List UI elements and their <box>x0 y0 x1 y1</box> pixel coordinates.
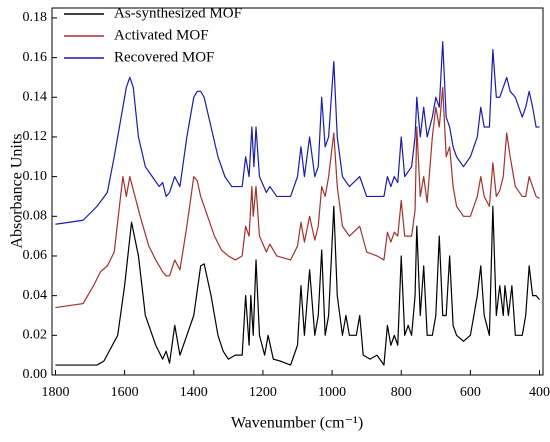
y-tick-label: 0.12 <box>23 129 48 144</box>
x-tick-label: 600 <box>460 385 481 400</box>
y-tick-label: 0.00 <box>23 367 48 382</box>
y-tick-label: 0.18 <box>23 10 48 25</box>
y-tick-label: 0.10 <box>23 169 48 184</box>
spectrum-line <box>55 41 540 225</box>
y-axis-label: Absorbance Units <box>9 133 26 248</box>
spectrum-line <box>55 205 540 366</box>
x-tick-label: 800 <box>391 385 412 400</box>
legend-label: As-synthesized MOF <box>114 5 242 21</box>
legend-label: Recovered MOF <box>114 49 214 65</box>
x-axis-label: Wavenumber (cm⁻¹) <box>231 415 363 432</box>
y-tick-label: 0.08 <box>23 209 48 224</box>
x-tick-label: 1000 <box>318 385 346 400</box>
y-tick-label: 0.04 <box>23 288 48 303</box>
x-tick-label: 1600 <box>111 385 139 400</box>
x-tick-label: 1200 <box>249 385 277 400</box>
x-tick-label: 1800 <box>41 385 69 400</box>
plot-frame <box>51 7 544 376</box>
legend-label: Activated MOF <box>114 27 209 43</box>
spectrum-line <box>55 86 540 309</box>
y-tick-label: 0.16 <box>23 50 48 65</box>
x-tick-label: 1400 <box>180 385 208 400</box>
x-tick-label: 400 <box>529 385 550 400</box>
y-tick-label: 0.06 <box>23 248 48 263</box>
y-tick-label: 0.02 <box>23 328 48 343</box>
y-tick-label: 0.14 <box>23 89 48 104</box>
